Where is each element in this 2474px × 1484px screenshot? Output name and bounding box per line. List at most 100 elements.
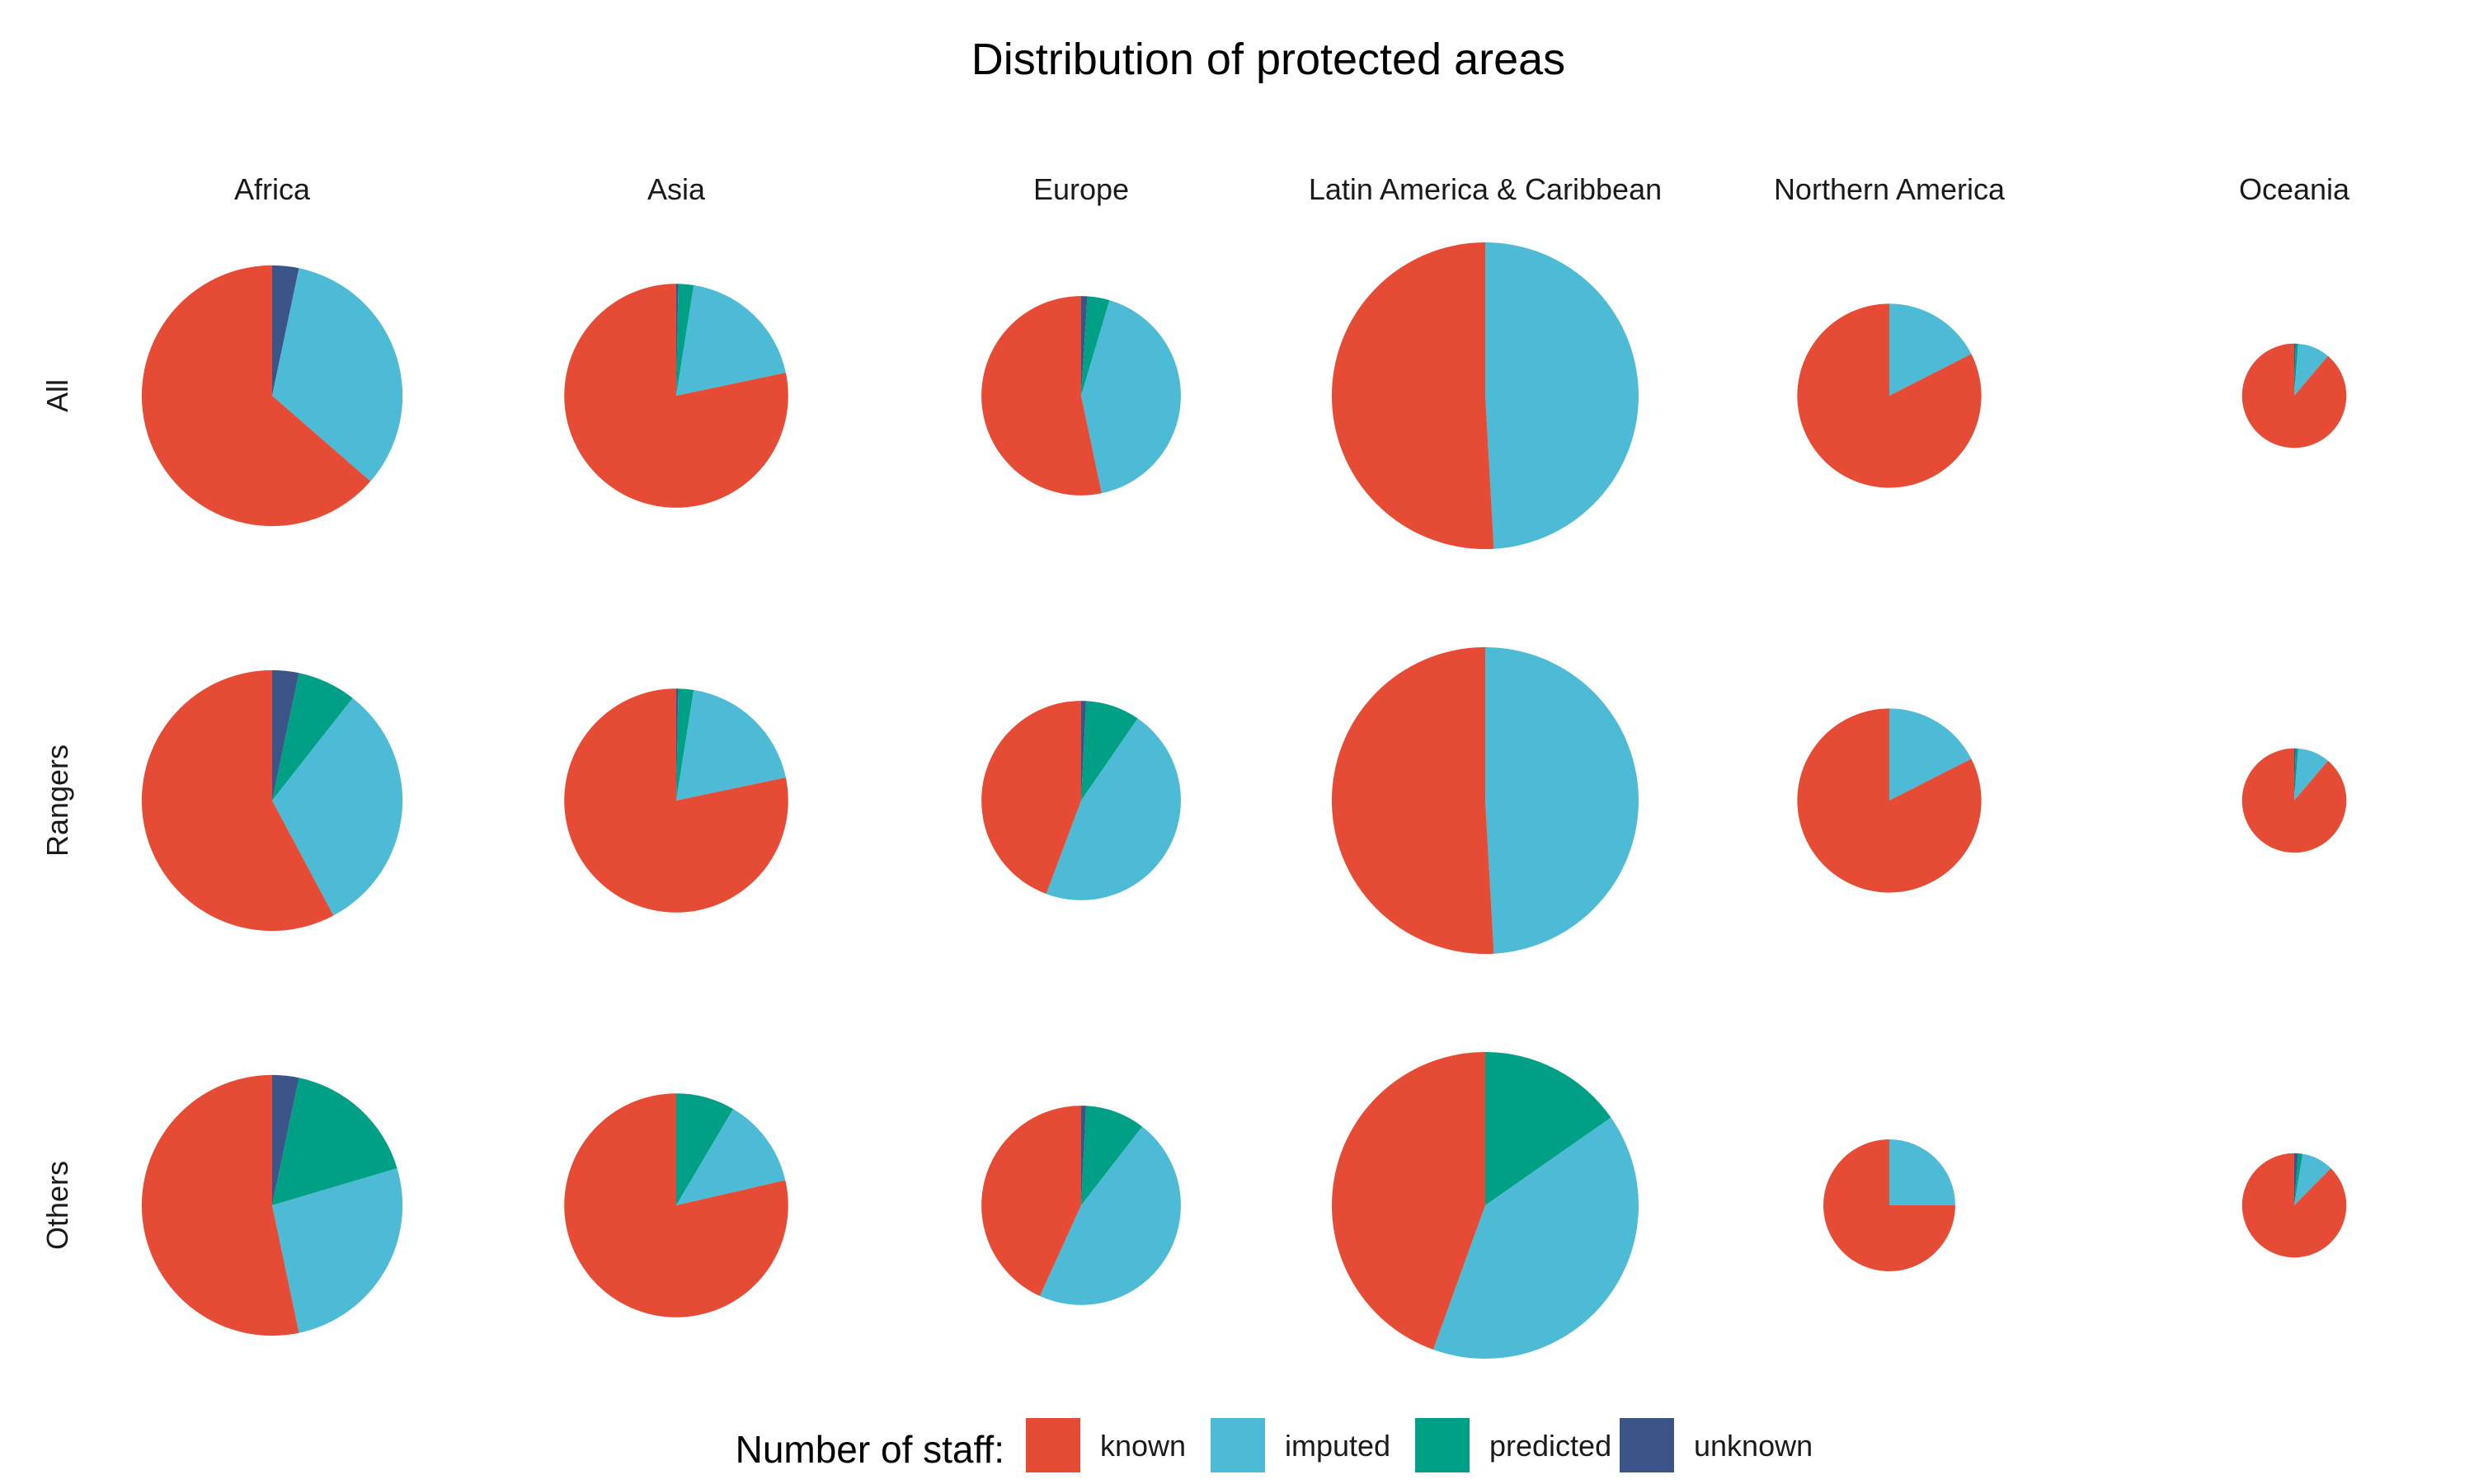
slice-known	[141, 669, 334, 932]
slice-imputed	[1889, 708, 1972, 801]
legend-label-unknown: unknown	[1694, 1429, 1813, 1463]
pie-all-oceania	[2241, 343, 2347, 448]
pie-panels	[141, 242, 2347, 1359]
slice-imputed	[676, 284, 786, 396]
legend-key-unknown	[1620, 1418, 1674, 1472]
slice-predicted	[676, 284, 694, 396]
legend-key-known	[1026, 1418, 1080, 1472]
slice-imputed	[272, 697, 403, 916]
slice-known	[141, 1074, 299, 1336]
slice-known	[2241, 343, 2347, 448]
slice-known	[564, 1093, 788, 1317]
slice-predicted	[1081, 1106, 1143, 1205]
slice-unknown	[272, 669, 299, 801]
pie-others-asia	[564, 1093, 788, 1317]
slice-imputed	[676, 1109, 786, 1205]
pie-others-europe	[981, 1106, 1181, 1305]
slice-imputed	[1432, 1117, 1639, 1359]
slice-imputed	[272, 268, 403, 481]
row-label-rangers: Rangers	[40, 744, 74, 857]
slice-imputed	[1039, 1126, 1181, 1305]
slice-unknown	[676, 284, 679, 396]
pie-all-asia	[564, 284, 788, 508]
pie-rangers-asia	[564, 688, 788, 913]
slice-imputed	[676, 689, 786, 801]
slice-unknown	[1081, 701, 1087, 801]
legend-label-predicted: predicted	[1489, 1429, 1611, 1463]
slice-predicted	[1485, 1052, 1611, 1205]
slice-predicted	[2294, 1153, 2303, 1205]
legend-label-known: known	[1100, 1429, 1186, 1463]
slice-predicted	[676, 1093, 734, 1205]
slice-known	[2241, 748, 2347, 853]
legend-label-imputed: imputed	[1285, 1429, 1390, 1463]
column-label-africa: Africa	[234, 172, 311, 206]
slice-predicted	[2294, 748, 2298, 801]
slice-known	[141, 265, 371, 527]
slice-predicted	[272, 1078, 397, 1205]
pie-others-oceania	[2241, 1153, 2347, 1258]
slice-imputed	[1889, 1139, 1955, 1205]
legend-title: Number of staff:	[736, 1428, 1004, 1471]
pie-rangers-northern-america	[1797, 708, 1982, 893]
pie-rangers-europe	[981, 701, 1181, 900]
pie-all-latin-america-and-caribbean	[1331, 242, 1639, 549]
column-label-asia: Asia	[647, 172, 706, 206]
slice-known	[564, 284, 788, 508]
legend-key-imputed	[1211, 1418, 1265, 1472]
slice-unknown	[2294, 343, 2296, 396]
pie-all-africa	[141, 265, 403, 527]
slice-known	[981, 296, 1102, 495]
slice-imputed	[2294, 343, 2328, 396]
pie-all-northern-america	[1797, 303, 1982, 488]
slice-imputed	[1485, 647, 1639, 954]
slice-unknown	[2294, 748, 2296, 801]
slice-known	[1797, 303, 1982, 488]
slice-unknown	[1081, 296, 1088, 396]
slice-known	[1797, 708, 1982, 893]
slice-known	[564, 688, 788, 913]
row-label-others: Others	[40, 1161, 74, 1250]
slice-imputed	[1081, 300, 1181, 494]
column-label-europe: Europe	[1033, 172, 1129, 206]
slice-predicted	[676, 688, 694, 801]
slice-imputed	[2294, 1153, 2331, 1205]
row-labels: All Rangers Others	[40, 379, 74, 1250]
slice-predicted	[2294, 343, 2298, 396]
slice-known	[981, 1106, 1081, 1297]
pie-rangers-latin-america-and-caribbean	[1331, 647, 1639, 954]
column-label-oceania: Oceania	[2239, 172, 2350, 206]
slice-imputed	[272, 1167, 403, 1333]
legend: Number of staff: known imputed predicted un…	[736, 1418, 1813, 1472]
slice-imputed	[2294, 748, 2328, 801]
pie-others-africa	[141, 1074, 403, 1336]
slice-unknown	[676, 688, 679, 801]
slice-known	[1331, 647, 1494, 954]
pie-others-latin-america-and-caribbean	[1332, 1052, 1639, 1359]
slice-unknown	[2294, 1153, 2298, 1205]
column-label-latin-america-and-caribbean: Latin America & Caribbean	[1309, 172, 1662, 206]
slice-predicted	[1081, 701, 1138, 801]
row-label-all: All	[40, 379, 74, 412]
slice-predicted	[1081, 296, 1110, 396]
slice-predicted	[272, 673, 353, 801]
pie-rangers-africa	[141, 669, 403, 932]
slice-unknown	[272, 1074, 299, 1205]
pie-rangers-oceania	[2241, 748, 2347, 853]
slice-known	[1331, 242, 1494, 549]
pie-others-northern-america	[1823, 1139, 1955, 1271]
slice-known	[1332, 1052, 1485, 1350]
slice-known	[2241, 1153, 2347, 1258]
slice-unknown	[272, 265, 299, 396]
slice-unknown	[1081, 1106, 1087, 1205]
slice-imputed	[1046, 718, 1181, 900]
pie-all-europe	[981, 296, 1181, 495]
column-labels: Africa Asia Europe Latin America & Caribbea…	[234, 172, 2350, 206]
chart-title: Distribution of protected areas	[971, 35, 1565, 84]
slice-known	[981, 701, 1081, 895]
slice-known	[1823, 1139, 1955, 1271]
slice-imputed	[1889, 303, 1972, 396]
legend-key-predicted	[1415, 1418, 1470, 1472]
column-label-northern-america: Northern America	[1774, 172, 2006, 206]
